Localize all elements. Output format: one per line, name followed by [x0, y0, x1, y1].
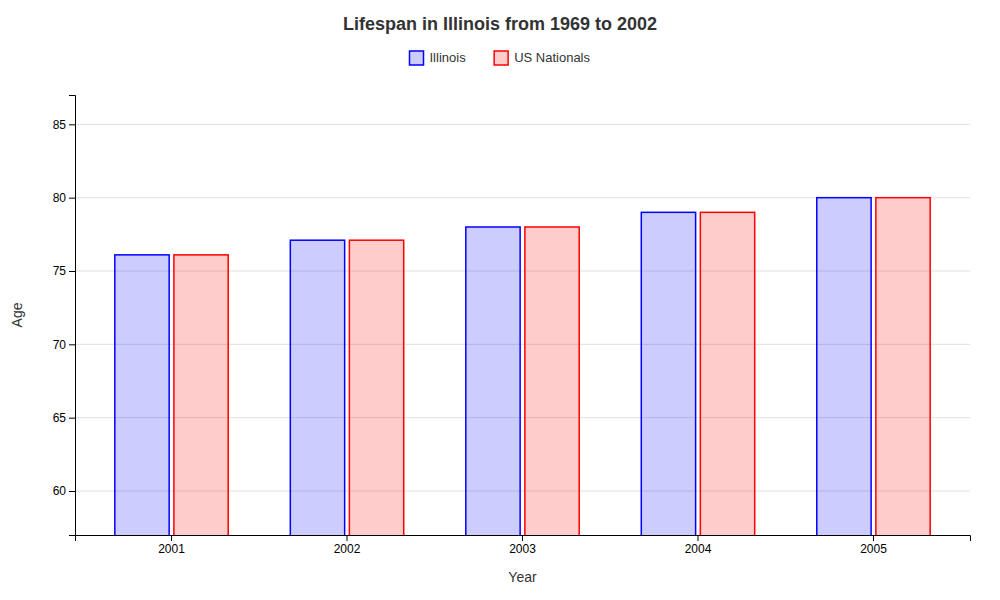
y-axis: 60 65 70 75 80 85 — [53, 96, 76, 536]
y-tick-label: 65 — [53, 411, 67, 425]
x-tick-mark — [347, 535, 348, 541]
legend-label: US Nationals — [514, 50, 590, 65]
y-tick-label: 70 — [53, 338, 67, 352]
y-tick-mark — [69, 198, 75, 199]
y-tick: 60 — [53, 484, 75, 498]
y-tick-label: 85 — [53, 118, 67, 132]
y-axis-title: Age — [9, 302, 25, 327]
chart-container: 2001 2002 2003 2004 2005 60 65 70 75 80 85 Lifespan… — [0, 0, 1000, 600]
bar — [290, 240, 344, 535]
y-tick: 70 — [53, 338, 75, 352]
y-tick-label: 80 — [53, 191, 67, 205]
y-tick-mark — [69, 124, 75, 125]
x-tick-mark — [697, 535, 698, 541]
legend-swatch — [494, 51, 508, 65]
x-axis: 2001 2002 2003 2004 2005 — [76, 535, 971, 556]
x-tick: 2002 — [334, 535, 361, 556]
bar — [174, 255, 228, 535]
x-axis-line — [76, 536, 971, 542]
legend-item: Illinois — [410, 50, 467, 65]
bar — [466, 227, 520, 535]
bars — [115, 198, 930, 535]
bar — [115, 255, 169, 535]
y-tick-label: 60 — [53, 484, 67, 498]
legend: Illinois US Nationals — [410, 50, 591, 65]
bar — [817, 198, 871, 535]
x-tick: 2003 — [509, 535, 536, 556]
legend-label: Illinois — [430, 50, 467, 65]
bar — [349, 240, 403, 535]
grid-line — [75, 124, 970, 125]
x-tick-mark — [171, 535, 172, 541]
bar — [525, 227, 579, 535]
title: Lifespan in Illinois from 1969 to 2002 — [343, 14, 657, 34]
x-tick-mark — [522, 535, 523, 541]
x-tick-label: 2005 — [860, 542, 887, 556]
y-axis-line — [69, 96, 76, 536]
bar — [876, 198, 930, 535]
x-tick-mark — [873, 535, 874, 541]
plot: 2001 2002 2003 2004 2005 60 65 70 75 80 85 — [53, 96, 971, 600]
legend-item: US Nationals — [494, 50, 590, 65]
x-tick-label: 2004 — [685, 542, 712, 556]
y-tick-mark — [69, 271, 75, 272]
x-tick: 2005 — [860, 535, 887, 556]
y-tick: 80 — [53, 191, 75, 205]
x-tick-label: 2003 — [509, 542, 536, 556]
y-tick: 65 — [53, 411, 75, 425]
x-tick-label: 2002 — [334, 542, 361, 556]
y-tick-mark — [69, 418, 75, 419]
x-axis-title: Year — [508, 569, 537, 585]
y-tick: 75 — [53, 264, 75, 278]
bar — [700, 212, 754, 535]
x-tick: 2001 — [158, 535, 185, 556]
y-tick-mark — [69, 344, 75, 345]
x-tick: 2004 — [685, 535, 712, 556]
chart: 2001 2002 2003 2004 2005 60 65 70 75 80 85 Lifespan… — [0, 0, 1000, 600]
legend-swatch — [410, 51, 424, 65]
bar — [641, 212, 695, 535]
y-tick-mark — [69, 491, 75, 492]
x-tick-label: 2001 — [158, 542, 185, 556]
y-tick: 85 — [53, 118, 75, 132]
y-tick-label: 75 — [53, 264, 67, 278]
